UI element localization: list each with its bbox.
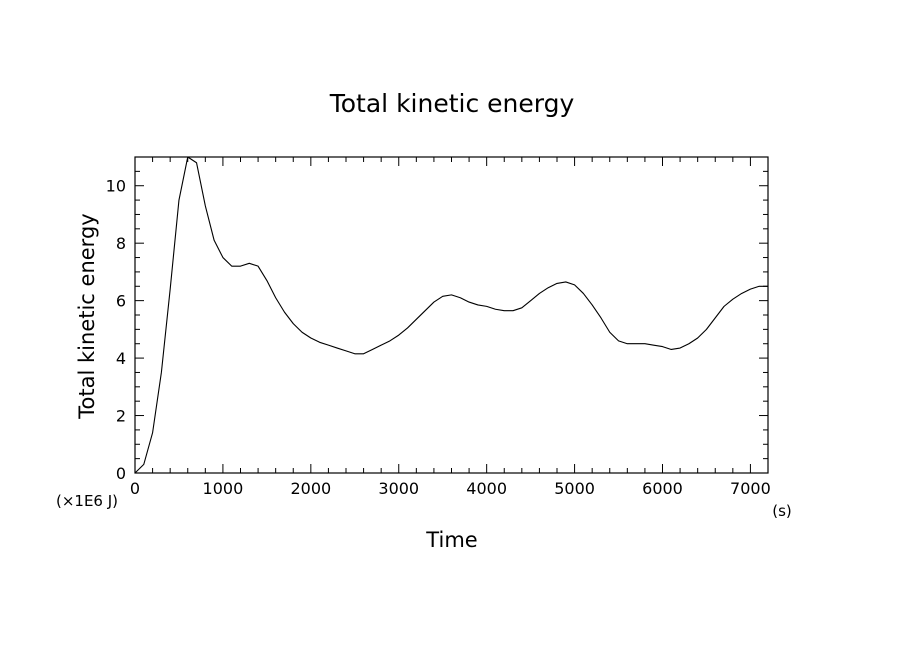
series-line	[134, 156, 768, 474]
plot-area: 0 1000 2000 3000 4000 5000 6000 7000 0 2 4 6 8 10	[106, 156, 771, 498]
x-tick-label: 5000	[554, 479, 595, 498]
y-tick-label: 4	[116, 349, 126, 368]
y-tick-label: 2	[116, 407, 126, 426]
x-axis-label: Time	[425, 528, 477, 552]
y-tick-label: 10	[106, 177, 126, 196]
y-axis-label: Total kinetic energy	[75, 213, 99, 419]
x-tick-label: 1000	[203, 479, 244, 498]
x-axis-unit: (s)	[772, 502, 792, 520]
chart-title: Total kinetic energy	[329, 89, 575, 118]
x-tick-label: 4000	[466, 479, 507, 498]
y-tick-label: 0	[116, 464, 126, 483]
y-tick-label: 6	[116, 292, 126, 311]
x-tick-label: 3000	[378, 479, 419, 498]
x-tick-label: 0	[130, 479, 140, 498]
y-axis-unit: (×1E6 J)	[56, 492, 118, 510]
x-tick-label: 6000	[642, 479, 683, 498]
y-tick-label: 8	[116, 234, 126, 253]
x-tick-label: 7000	[730, 479, 771, 498]
x-tick-label: 2000	[290, 479, 331, 498]
plot-frame	[134, 156, 769, 474]
